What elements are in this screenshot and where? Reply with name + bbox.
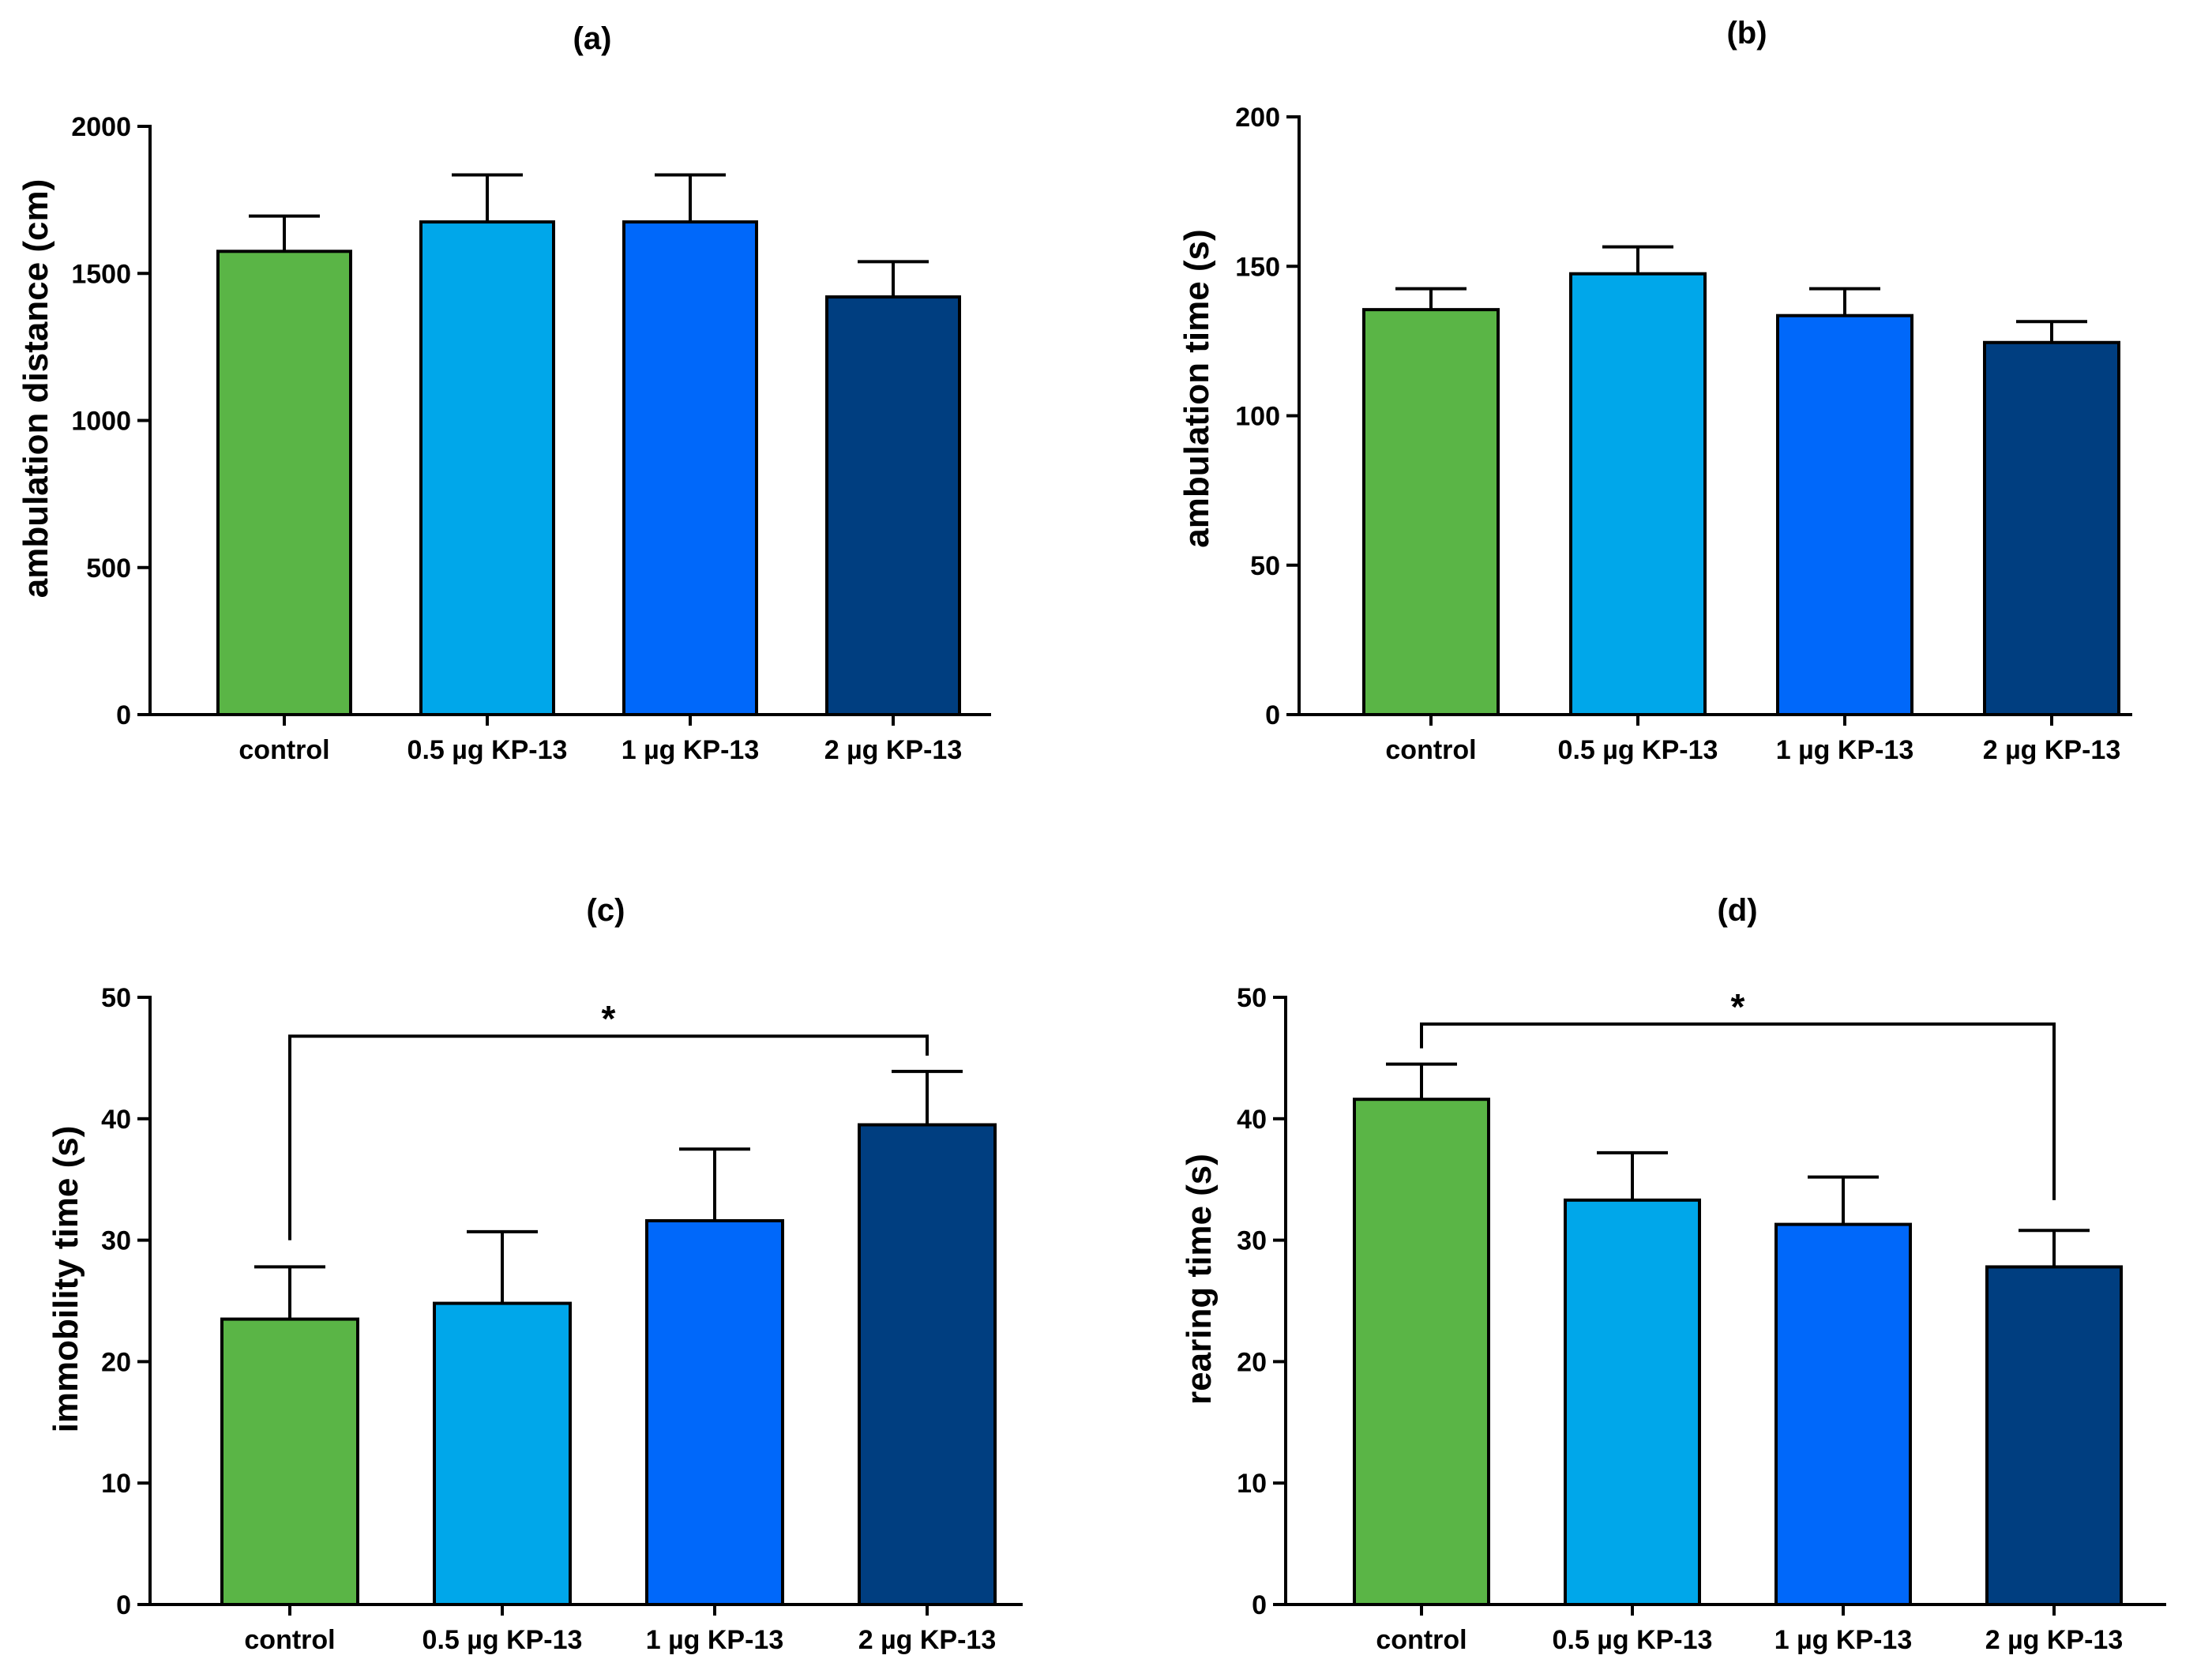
y-axis-title: rearing time (s)	[1180, 1154, 1219, 1405]
y-tick-label: 0	[116, 700, 131, 730]
bar-4	[858, 1123, 997, 1606]
panel-d: (d) rearing time (s) 0 10 20 30 40 50 control 0.5…	[1180, 893, 2166, 1655]
bar-2	[419, 220, 555, 716]
y-axis-title: ambulation time (s)	[1177, 229, 1216, 547]
y-tick-label: 20	[1237, 1347, 1267, 1377]
y-tick-label: 0	[1265, 700, 1280, 730]
y-tick-label: 10	[1237, 1469, 1267, 1499]
bar-4	[825, 295, 961, 716]
significance-bracket	[288, 1034, 929, 1240]
bar-3	[622, 220, 758, 716]
y-tick-label: 30	[101, 1226, 131, 1256]
y-tick-label: 150	[1235, 252, 1280, 282]
category-label: 1 µg KP-13	[1776, 735, 1914, 765]
bar-2	[1564, 1198, 1701, 1606]
category-label: 2 µg KP-13	[1983, 735, 2121, 765]
category-label: 2 µg KP-13	[824, 735, 963, 765]
bar-3	[1776, 313, 1913, 716]
y-tick-label: 20	[101, 1347, 131, 1377]
y-tick-label: 0	[116, 1590, 131, 1620]
y-tick-label: 50	[1237, 983, 1267, 1013]
panel-title: (b)	[1726, 16, 1767, 51]
category-label: 2 µg KP-13	[1985, 1625, 2124, 1655]
panel-title: (c)	[587, 893, 625, 928]
significance-star: *	[602, 998, 616, 1039]
y-tick-label: 50	[101, 983, 131, 1013]
y-axis-title: immobility time (s)	[47, 1126, 85, 1433]
bar-1	[1362, 308, 1500, 716]
significance-star: *	[1731, 986, 1745, 1027]
bar-3	[645, 1218, 784, 1606]
panel-b: (b) ambulation time (s) 0 50 100 150 200 contro…	[1177, 16, 2132, 765]
category-label: 1 µg KP-13	[646, 1625, 784, 1655]
y-tick-label: 200	[1235, 103, 1280, 133]
y-tick-label: 1000	[71, 407, 131, 437]
category-label: 0.5 µg KP-13	[422, 1625, 583, 1655]
category-label: 1 µg KP-13	[622, 735, 760, 765]
y-tick-label: 100	[1235, 402, 1280, 432]
y-tick-label: 50	[1250, 551, 1280, 581]
bar-3	[1774, 1222, 1912, 1606]
y-axis-title: ambulation distance (cm)	[17, 179, 55, 599]
bar-1	[1353, 1098, 1490, 1606]
y-tick-label: 0	[1252, 1590, 1267, 1620]
category-label: control	[1385, 735, 1476, 765]
significance-bracket	[1420, 1022, 2056, 1200]
category-label: 0.5 µg KP-13	[407, 735, 568, 765]
panel-title: (d)	[1717, 893, 1757, 928]
panel-a: (a) ambulation distance (cm) 0 500 1000 1500 2…	[17, 21, 991, 765]
y-tick-label: 40	[101, 1105, 131, 1135]
bar-2	[1569, 272, 1707, 716]
bar-1	[216, 250, 352, 716]
y-tick-label: 500	[86, 554, 131, 584]
category-label: 0.5 µg KP-13	[1553, 1625, 1713, 1655]
category-label: control	[1376, 1625, 1467, 1655]
category-label: 0.5 µg KP-13	[1558, 735, 1718, 765]
bar-2	[433, 1301, 572, 1607]
y-tick-label: 30	[1237, 1226, 1267, 1256]
y-tick-label: 1500	[71, 259, 131, 289]
y-tick-label: 2000	[71, 112, 131, 142]
panel-title: (a)	[573, 21, 612, 56]
y-tick-label: 10	[101, 1469, 131, 1499]
category-label: control	[244, 1625, 335, 1655]
category-label: control	[238, 735, 329, 765]
y-tick-label: 40	[1237, 1105, 1267, 1135]
bar-1	[220, 1317, 359, 1606]
category-label: 2 µg KP-13	[858, 1625, 997, 1655]
bar-4	[1985, 1265, 2123, 1607]
panel-c: (c) immobility time (s) 0 10 20 30 40 50 control…	[47, 893, 1023, 1655]
bar-4	[1983, 340, 2120, 716]
category-label: 1 µg KP-13	[1774, 1625, 1913, 1655]
